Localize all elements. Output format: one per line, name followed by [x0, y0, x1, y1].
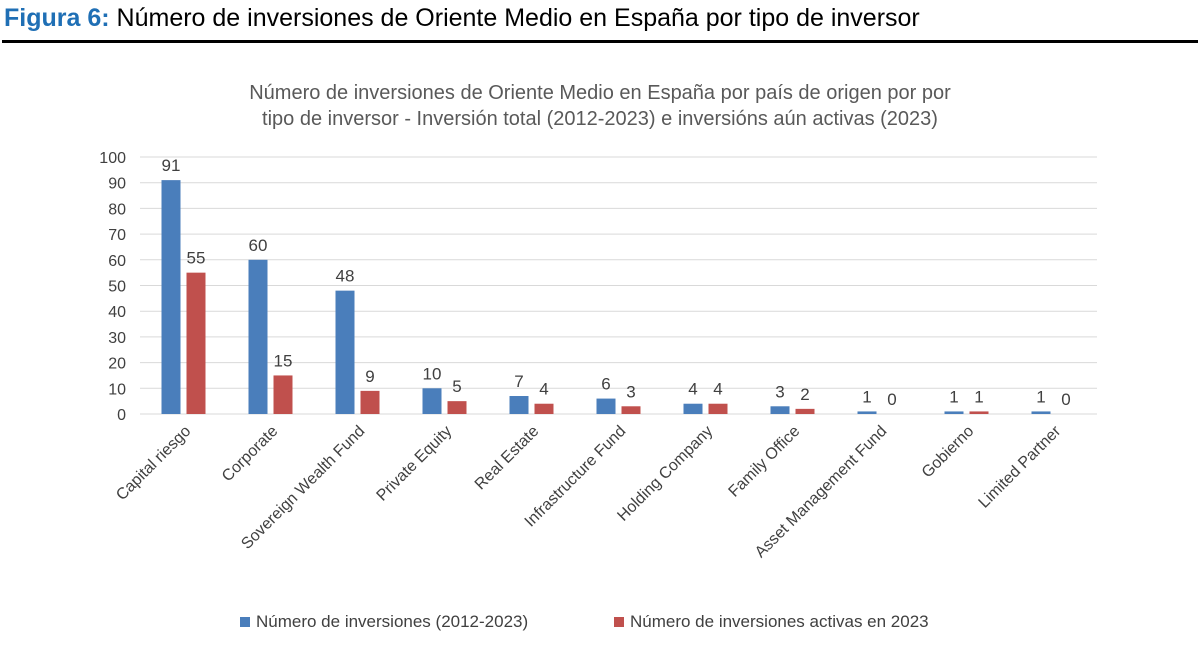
x-tick-label: Gobierno	[919, 423, 978, 482]
figure-header: Figura 6: Número de inversiones de Orien…	[0, 0, 1200, 44]
data-label: 60	[249, 236, 268, 255]
bar-active	[969, 411, 989, 414]
chart-title-line-1: Número de inversiones de Oriente Medio e…	[249, 82, 951, 104]
x-tick-label: Real Estate	[472, 423, 543, 494]
bar-active	[360, 390, 380, 414]
data-label: 0	[887, 390, 896, 409]
data-label: 2	[800, 385, 809, 404]
bar-total	[944, 411, 964, 414]
bar-active	[621, 406, 641, 414]
y-tick-label: 10	[108, 381, 126, 398]
y-tick-label: 0	[117, 407, 126, 424]
bar-total	[857, 411, 877, 414]
figure-title: Figura 6: Número de inversiones de Orien…	[4, 4, 920, 33]
y-tick-label: 20	[108, 356, 126, 373]
y-tick-label: 30	[108, 330, 126, 347]
figure-caption: Número de inversiones de Oriente Medio e…	[116, 4, 920, 32]
x-tick-label: Limited Partner	[976, 422, 1065, 511]
data-label: 5	[452, 377, 461, 396]
data-label: 9	[365, 367, 374, 386]
data-label: 48	[336, 267, 355, 286]
bar-total	[509, 396, 529, 414]
data-label: 4	[688, 380, 697, 399]
data-label: 7	[514, 372, 523, 391]
data-label: 1	[974, 387, 983, 406]
bar-active	[795, 408, 815, 414]
bar-total	[161, 180, 181, 414]
data-label: 15	[274, 351, 293, 370]
data-label: 4	[713, 380, 722, 399]
bar-total	[248, 259, 268, 414]
data-label: 1	[862, 387, 871, 406]
bar-active	[273, 375, 293, 414]
bar-active	[186, 272, 206, 414]
bar-total	[422, 388, 442, 414]
data-label: 3	[775, 382, 784, 401]
x-tick-label: Capital riesgo	[113, 423, 194, 504]
bar-total	[683, 403, 703, 414]
legend-label-total: Número de inversiones (2012-2023)	[256, 612, 529, 631]
data-label: 4	[539, 380, 548, 399]
chart-container: Número de inversiones de Oriente Medio e…	[0, 50, 1200, 666]
legend-swatch-active	[614, 617, 624, 627]
y-tick-label: 100	[99, 150, 126, 167]
y-tick-label: 50	[108, 279, 126, 296]
bar-active	[447, 401, 467, 414]
chart-legend: Número de inversiones (2012-2023) Número…	[0, 610, 1200, 634]
data-label: 10	[423, 364, 442, 383]
figure-label: Figura 6:	[4, 4, 110, 32]
y-tick-label: 70	[108, 227, 126, 244]
y-tick-label: 40	[108, 304, 126, 321]
legend-label-active: Número de inversiones activas en 2023	[630, 612, 929, 631]
bar-total	[1031, 411, 1051, 414]
data-label: 1	[949, 387, 958, 406]
bar-total	[770, 406, 790, 414]
x-tick-label: Private Equity	[374, 423, 456, 505]
y-tick-label: 80	[108, 201, 126, 218]
legend-item-active: Número de inversiones activas en 2023	[614, 610, 929, 634]
header-rule	[2, 40, 1198, 43]
data-label: 6	[601, 375, 610, 394]
data-label: 91	[162, 156, 181, 175]
bar-active	[708, 403, 728, 414]
y-tick-label: 90	[108, 176, 126, 193]
data-label: 1	[1036, 387, 1045, 406]
legend-swatch-total	[240, 617, 250, 627]
x-tick-label: Family Office	[726, 423, 804, 501]
bar-total	[335, 290, 355, 414]
data-label: 0	[1061, 390, 1070, 409]
x-tick-label: Holding Company	[614, 423, 716, 525]
bar-total	[596, 398, 616, 414]
data-label: 3	[626, 382, 635, 401]
data-label: 55	[187, 249, 206, 268]
chart-title-line-2: tipo de inversor - Inversión total (2012…	[262, 108, 938, 130]
chart-title: Número de inversiones de Oriente Medio e…	[150, 80, 1050, 132]
bar-active	[534, 403, 554, 414]
legend-item-total: Número de inversiones (2012-2023)	[240, 610, 528, 634]
x-tick-label: Corporate	[219, 423, 281, 485]
y-tick-label: 60	[108, 253, 126, 270]
